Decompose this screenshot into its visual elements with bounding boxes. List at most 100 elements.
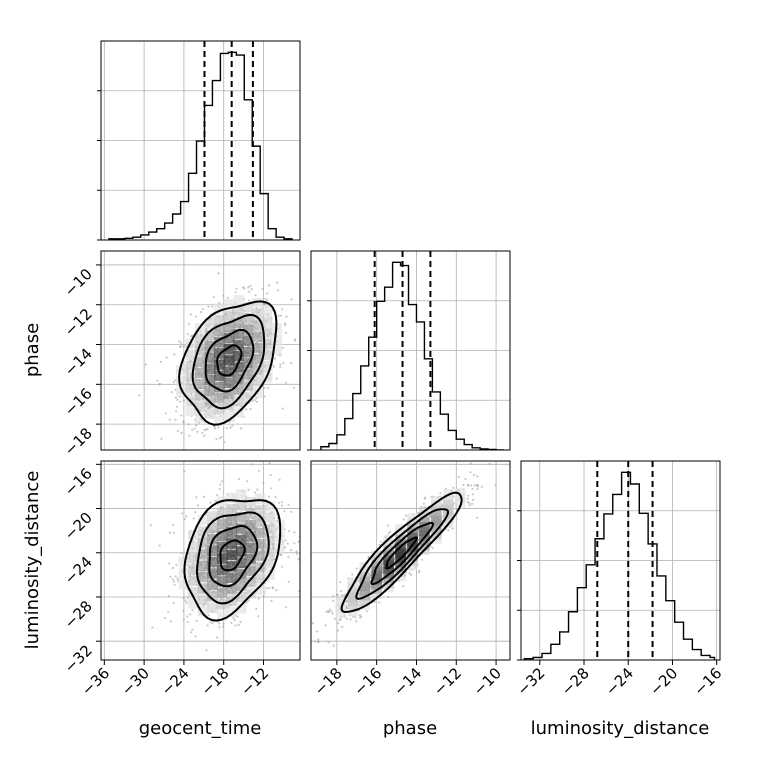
density-cell: [245, 531, 256, 542]
scatter-point: [284, 331, 288, 334]
scatter-point: [179, 341, 182, 344]
scatter-point: [172, 580, 175, 583]
scatter-point: [327, 641, 330, 644]
scatter-point: [206, 624, 209, 627]
density-cell: [197, 571, 209, 583]
density-cell: [236, 568, 247, 580]
scatter-point: [476, 487, 479, 491]
density-cell: [195, 378, 206, 390]
scatter-point: [325, 610, 328, 614]
scatter-point: [339, 581, 342, 584]
scatter-point: [290, 510, 293, 513]
scatter-point: [233, 618, 236, 622]
scatter-point: [405, 538, 408, 541]
scatter-point: [245, 480, 249, 483]
density-cell: [214, 337, 225, 348]
density-cell: [233, 373, 244, 384]
scatter-point: [248, 290, 251, 293]
scatter-point: [208, 621, 212, 624]
density-cell: [233, 351, 244, 362]
xtick-label-luminosity_distance-2: −24: [602, 664, 637, 699]
density-cell: [252, 342, 263, 354]
density-cell: [216, 587, 228, 598]
scatter-point: [470, 502, 474, 505]
y-axis-label-phase: phase: [22, 323, 43, 377]
density-cell: [214, 392, 225, 404]
scatter-point: [345, 617, 348, 620]
scatter-point: [256, 488, 259, 491]
scatter-point: [178, 340, 181, 343]
density-cell: [242, 324, 254, 335]
scatter-point: [257, 597, 260, 600]
scatter-point: [381, 571, 384, 575]
scatter-point: [297, 558, 300, 561]
density-cell: [245, 588, 256, 599]
scatter-point: [263, 386, 266, 390]
density-cell: [236, 523, 247, 534]
scatter-point: [468, 502, 471, 505]
scatter-point: [156, 379, 159, 382]
ytick-label-luminosity_distance-4: −16: [61, 464, 96, 499]
scatter-point: [144, 363, 147, 366]
density-cell: [245, 576, 256, 588]
scatter-point: [264, 297, 267, 300]
density-cell: [255, 584, 266, 595]
scatter-point: [471, 498, 475, 502]
scatter-point: [527, 445, 529, 447]
density-cell: [214, 381, 225, 393]
density-cell: [262, 316, 273, 327]
scatter-point: [151, 626, 154, 629]
scatter-point: [184, 599, 187, 602]
scatter-point: [218, 437, 221, 440]
density-cell: [233, 362, 244, 373]
scatter-point: [268, 462, 271, 465]
scatter-point: [160, 437, 163, 440]
xtick-label-luminosity_distance-3: −20: [646, 664, 681, 699]
scatter-point: [236, 615, 239, 618]
scatter-point: [290, 549, 293, 552]
scatter-point: [267, 387, 270, 390]
scatter-point: [254, 491, 257, 494]
scatter-point: [408, 572, 411, 575]
scatter-point: [488, 462, 491, 465]
scatter-point: [247, 599, 250, 602]
density-cell: [178, 556, 190, 567]
scatter-point: [341, 625, 344, 629]
scatter-point: [263, 395, 266, 398]
scatter-point: [243, 287, 246, 290]
scatter-point: [255, 607, 258, 611]
density-cell: [252, 353, 263, 365]
density-cell: [383, 535, 394, 546]
scatter-point: [182, 609, 185, 612]
density-cell: [264, 501, 276, 512]
scatter-point: [280, 565, 284, 568]
density-cell: [197, 606, 209, 617]
density-cell: [245, 497, 256, 508]
scatter-point: [211, 622, 214, 625]
scatter-point: [281, 504, 284, 507]
scatter-point: [381, 581, 384, 584]
density-cell: [223, 299, 235, 310]
density-cell: [264, 535, 276, 546]
scatter-point: [170, 391, 173, 394]
scatter-point: [335, 593, 339, 597]
density-cell: [188, 552, 199, 564]
contour-2-1: [370, 521, 435, 586]
density-cell: [245, 554, 256, 565]
scatter-point: [297, 540, 300, 544]
scatter-point: [191, 628, 194, 631]
scatter-point: [201, 431, 204, 434]
xtick-label-luminosity_distance-0: −32: [514, 664, 549, 699]
scatter-point: [469, 471, 472, 474]
scatter-point: [421, 558, 424, 561]
scatter-point: [257, 469, 261, 472]
density-cell: [188, 541, 199, 552]
contour-0-1: [204, 328, 255, 393]
scatter-point: [182, 618, 185, 621]
scatter-point: [286, 542, 289, 545]
scatter-point: [169, 575, 172, 578]
scatter-point: [229, 426, 232, 429]
density-cell: [207, 511, 218, 522]
scatter-point: [379, 540, 382, 544]
